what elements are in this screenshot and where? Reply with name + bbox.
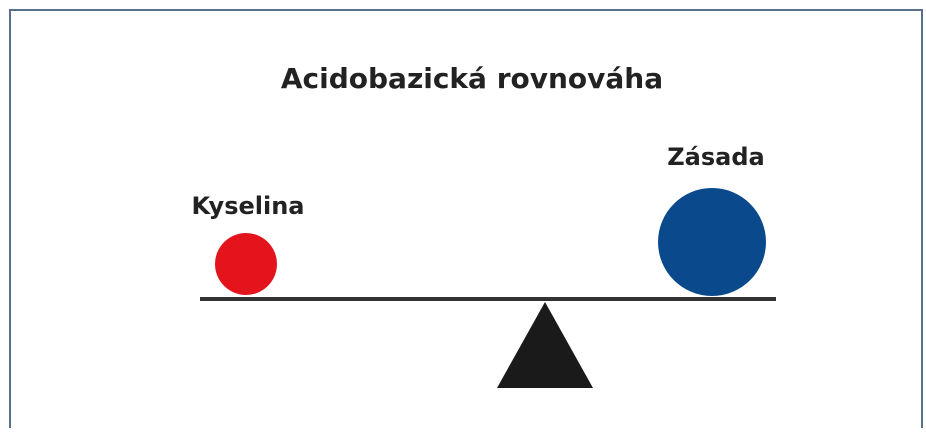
acid-label: Kyselina: [191, 192, 304, 220]
acid-ball: [215, 233, 277, 295]
base-label: Zásada: [667, 143, 764, 171]
title: Acidobazická rovnováha: [281, 62, 663, 95]
fulcrum: [497, 302, 593, 388]
base-ball: [658, 188, 766, 296]
frame: [9, 9, 923, 431]
